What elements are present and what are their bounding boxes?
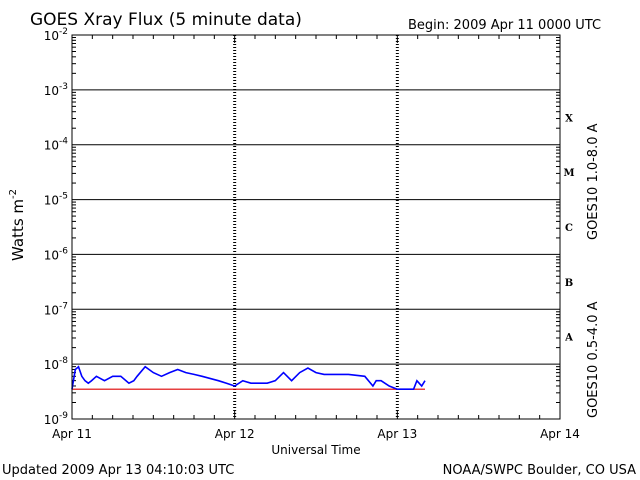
legend-long-channel: GOES10 1.0-8.0 A [586,123,601,240]
y-tick-label: 10-2 [44,27,68,43]
y-tick-labels: 10-210-310-410-510-610-710-810-9 [44,27,69,427]
y-tick-label: 10-9 [44,411,69,427]
y-tick-base: 10 [44,84,59,98]
y-tick-exponent: -4 [59,137,68,147]
y-tick-base: 10 [44,194,59,208]
flare-class-B: B [565,278,573,289]
y-tick-exponent: -7 [59,301,68,311]
chart-title: GOES Xray Flux (5 minute data) [30,10,302,30]
x-ticks: Apr 11 Apr 12 Apr 13 Apr 14 [52,35,580,441]
legend-short-channel: GOES10 0.5-4.0 A [586,301,601,418]
y-axis-label: Watts m-2 [8,189,27,261]
y-axis-label-text: Watts m [9,199,27,261]
credit-label: NOAA/SWPC Boulder, CO USA [443,463,636,478]
y-tick-base: 10 [44,139,59,153]
y-tick-label: 10-8 [44,356,69,372]
x-tick-label: Apr 12 [215,427,255,441]
y-tick-label: 10-3 [44,82,68,98]
y-tick-base: 10 [44,303,59,317]
x-tick-label: Apr 11 [52,427,92,441]
y-tick-base: 10 [44,413,59,427]
series-line-1 [71,365,426,391]
flare-class-A: A [564,333,573,344]
flare-class-labels: X M C B A [563,113,574,343]
y-tick-base: 10 [44,248,59,262]
x-axis-label: Universal Time [271,443,360,457]
y-tick-label: 10-4 [44,137,69,153]
grid-lines [72,35,560,419]
y-tick-label: 10-6 [44,246,69,262]
y-tick-exponent: -5 [59,192,68,202]
y-tick-exponent: -3 [59,82,68,92]
flare-class-C: C [565,223,573,234]
y-tick-label: 10-7 [44,301,68,317]
y-tick-base: 10 [44,29,59,43]
begin-time-label: Begin: 2009 Apr 11 0000 UTC [408,18,601,33]
y-tick-label: 10-5 [44,192,68,208]
y-tick-base: 10 [44,358,59,372]
plot-frame [71,34,561,420]
x-tick-label: Apr 14 [540,427,580,441]
y-tick-exponent: -9 [59,411,68,421]
y-axis-label-sup: -2 [8,189,19,199]
flare-class-X: X [565,113,573,124]
series-lines [71,365,426,391]
y-tick-exponent: -8 [59,356,68,366]
updated-timestamp: Updated 2009 Apr 13 04:10:03 UTC [2,463,234,478]
y-tick-exponent: -2 [59,27,68,37]
x-tick-label: Apr 13 [377,427,417,441]
flare-class-M: M [563,168,574,179]
y-tick-exponent: -6 [59,246,68,256]
